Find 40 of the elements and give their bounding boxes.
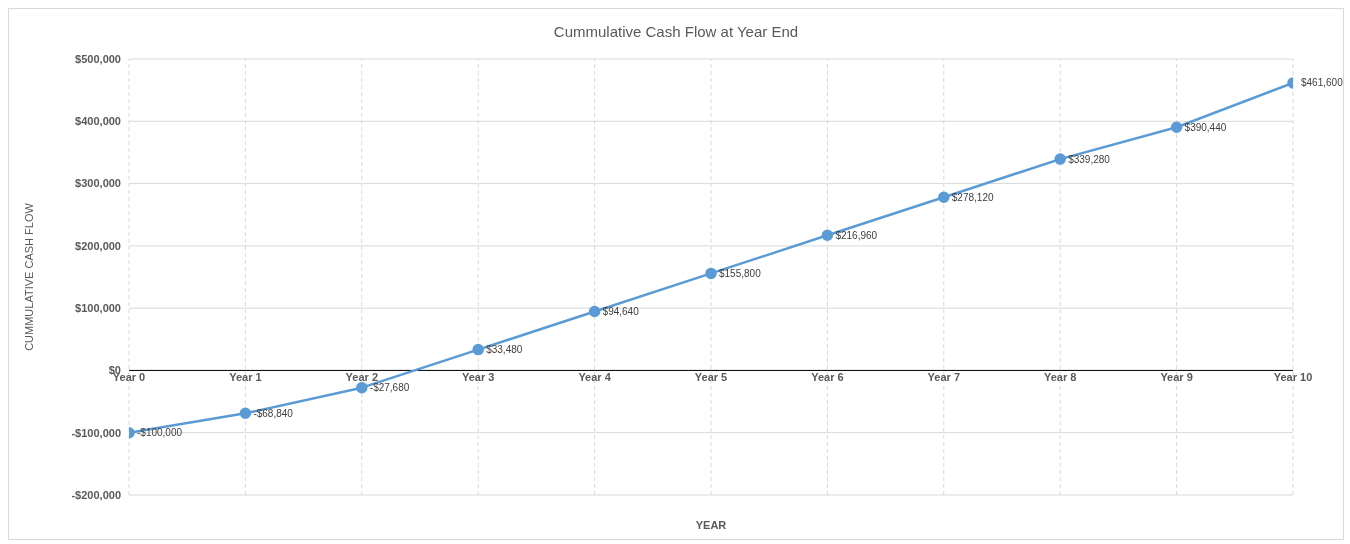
point bbox=[1054, 153, 1066, 165]
x-tick-label: Year 7 bbox=[927, 371, 961, 384]
data-label: $155,800 bbox=[719, 267, 762, 279]
point bbox=[938, 191, 950, 203]
x-tick-label: Year 2 bbox=[345, 371, 379, 384]
data-label: $278,120 bbox=[951, 191, 994, 203]
x-tick-label: Year 8 bbox=[1043, 371, 1077, 384]
x-tick-label: Year 3 bbox=[461, 371, 495, 384]
y-tick-label: $400,000 bbox=[75, 115, 121, 128]
y-tick-label: $100,000 bbox=[75, 302, 121, 315]
y-axis-title: CUMMULATIVE CASH FLOW bbox=[22, 202, 35, 351]
data-label: -$68,840 bbox=[253, 407, 294, 419]
point bbox=[588, 305, 601, 318]
point bbox=[1170, 121, 1183, 133]
data-label: $216,960 bbox=[835, 229, 878, 241]
data-label: $461,600 bbox=[1301, 77, 1344, 89]
x-tick-label: Year 9 bbox=[1160, 371, 1193, 384]
y-tick-label: $200,000 bbox=[75, 239, 121, 252]
data-label: $94,640 bbox=[602, 306, 640, 318]
data-label: $339,280 bbox=[1068, 153, 1111, 165]
y-tick-label: -$100,000 bbox=[71, 426, 121, 439]
point bbox=[821, 229, 834, 242]
x-tick-label: Year 5 bbox=[694, 371, 728, 384]
point bbox=[239, 407, 252, 420]
y-tick-label: $500,000 bbox=[75, 52, 121, 65]
x-tick-label: Year 4 bbox=[578, 371, 612, 384]
x-tick-label: Year 1 bbox=[229, 371, 262, 384]
chart-title: Cummulative Cash Flow at Year End bbox=[552, 22, 800, 42]
x-axis-title: YEAR bbox=[695, 519, 727, 531]
x-tick-label: Year 6 bbox=[811, 371, 844, 384]
data-label: -$100,000 bbox=[137, 427, 183, 439]
x-tick-label: Year 10 bbox=[1273, 371, 1313, 384]
data-label: -$27,680 bbox=[369, 382, 410, 394]
point bbox=[705, 267, 717, 280]
data-label: $390,440 bbox=[1184, 121, 1227, 133]
point bbox=[472, 343, 484, 356]
y-tick-label: -$200,000 bbox=[71, 488, 121, 501]
data-label: $33,480 bbox=[486, 344, 523, 356]
point bbox=[356, 381, 368, 394]
y-tick-label: $300,000 bbox=[75, 177, 121, 190]
